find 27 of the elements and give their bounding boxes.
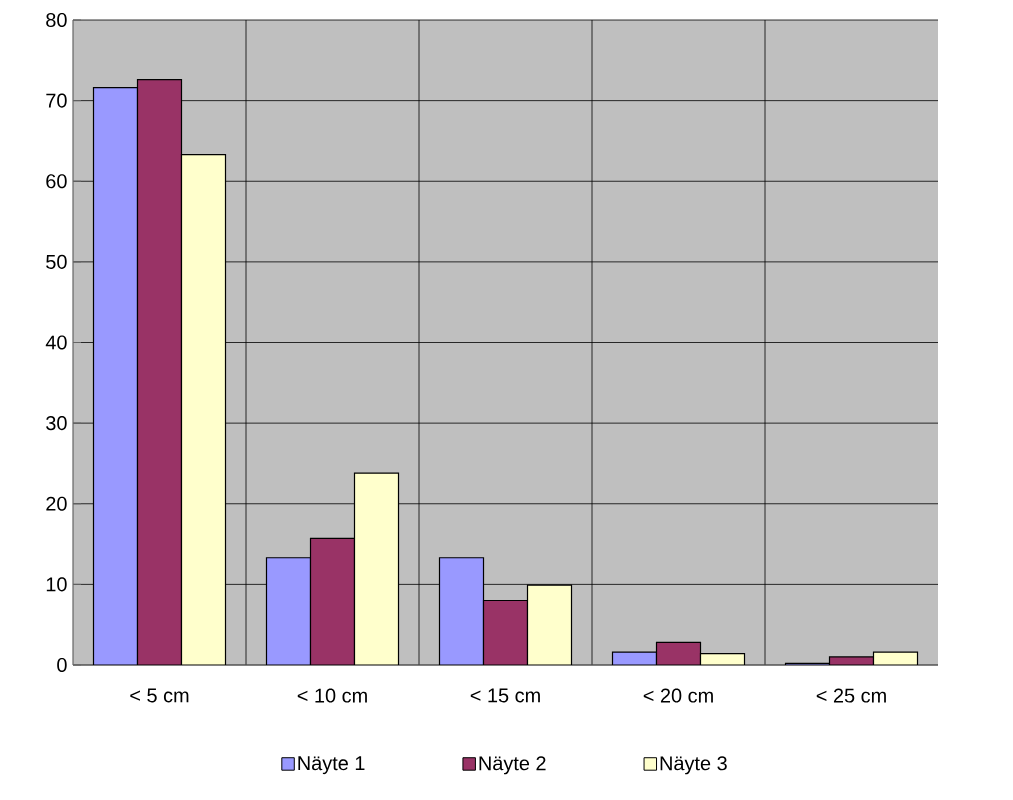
y-tick-label: 20 (46, 496, 67, 511)
y-tick-label: 30 (46, 416, 67, 431)
bar (482, 599, 529, 665)
x-tick-label: < 25 cm (816, 688, 886, 703)
x-tick-label: < 5 cm (130, 688, 189, 703)
x-tick-label: < 20 cm (643, 688, 713, 703)
bar (180, 154, 227, 665)
y-tick-label: 50 (46, 254, 67, 269)
legend-label: Näyte 1 (298, 756, 365, 775)
y-tick-label: 40 (45, 335, 67, 350)
x-tick-label: < 10 cm (297, 688, 367, 703)
legend-label: Näyte 3 (660, 756, 727, 775)
bar (265, 557, 312, 665)
bar (438, 557, 485, 665)
y-tick-label: 70 (46, 93, 67, 108)
bar (353, 472, 400, 665)
bar (526, 584, 573, 665)
y-tick-label: 80 (46, 12, 67, 28)
y-tick-label: 0 (57, 657, 67, 673)
legend-label: Näyte 2 (479, 756, 546, 775)
bar (92, 87, 139, 665)
bar (309, 537, 356, 665)
y-tick-label: 10 (46, 577, 67, 592)
bar (655, 641, 702, 665)
bar (136, 79, 183, 665)
x-tick-label: < 15 cm (470, 688, 540, 703)
y-tick-label: 60 (46, 174, 67, 189)
